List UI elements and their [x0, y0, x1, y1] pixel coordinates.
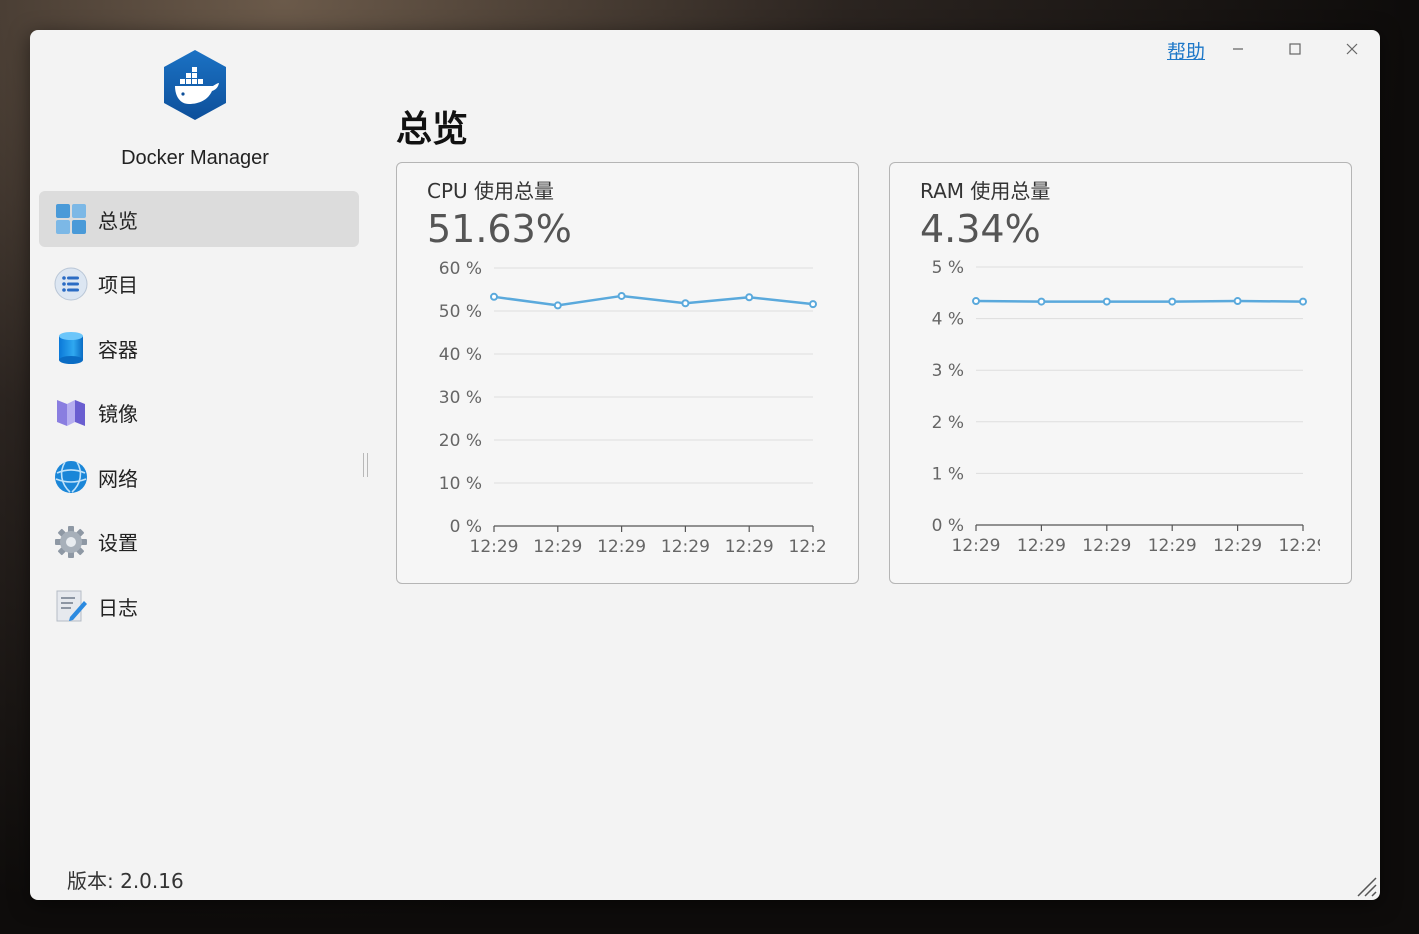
sidebar-item-images[interactable]: 镜像 — [39, 385, 359, 441]
x-tick-labels: 12:29 12:29 12:29 12:29 12:29 12:29 — [952, 536, 1328, 556]
sidebar-item-label: 设置 — [98, 531, 138, 555]
sidebar-item-label: 网络 — [98, 466, 138, 491]
app-window: 帮助 Docker Manager — [30, 30, 1380, 900]
y-tick-label: 30 % — [439, 388, 482, 408]
y-tick-label: 50 % — [439, 302, 482, 322]
y-tick-label: 3 % — [932, 361, 964, 381]
x-tick-label: 12:29 — [1017, 536, 1066, 556]
ram-usage-card: RAM 使用总量 4.34% 0 % 1 % 2 % 3 % 4 % 5 % 12:29 12… — [889, 162, 1352, 584]
data-point — [1299, 297, 1307, 306]
globe-icon — [54, 460, 88, 494]
x-tick-label: 12:29 — [952, 536, 1001, 556]
data-point — [809, 300, 817, 309]
close-button[interactable] — [1332, 34, 1372, 64]
x-tick-label: 12:29 — [1213, 536, 1262, 556]
version-label: 版本: 2.0.16 — [67, 869, 184, 893]
sidebar-item-label: 镜像 — [98, 402, 138, 426]
image-icon — [54, 396, 88, 430]
window-resize-grip-icon[interactable] — [1354, 874, 1378, 898]
y-tick-label: 10 % — [439, 474, 482, 494]
x-tick-label: 12:29 — [1279, 536, 1328, 556]
cpu-card-title: CPU 使用总量 — [427, 179, 555, 203]
data-point — [617, 291, 626, 300]
data-point — [1168, 297, 1177, 306]
maximize-button[interactable] — [1275, 34, 1315, 64]
sidebar-item-label: 容器 — [98, 337, 138, 362]
sidebar-item-label: 总览 — [98, 208, 138, 233]
sidebar-item-overview[interactable]: 总览 — [39, 191, 359, 247]
sidebar: Docker Manager 总览 — [30, 30, 370, 900]
data-point — [553, 301, 562, 310]
y-tick-label: 5 % — [932, 258, 964, 278]
list-icon — [54, 267, 88, 301]
sidebar-item-settings[interactable]: 设置 — [39, 514, 359, 570]
ram-usage-value: 4.34% — [920, 207, 1041, 251]
x-tick-label: 12:29 — [470, 537, 519, 557]
sidebar-item-containers[interactable]: 容器 — [39, 320, 359, 376]
data-point — [1102, 297, 1111, 306]
x-tick-label: 12:29 — [789, 537, 838, 557]
x-tick-label: 12:29 — [533, 537, 582, 557]
app-name: Docker Manager — [121, 147, 269, 169]
data-point — [1037, 297, 1046, 306]
data-point — [972, 297, 980, 306]
sidebar-item-network[interactable]: 网络 — [39, 449, 359, 505]
cpu-usage-card: CPU 使用总量 51.63% 0 % 10 % 20 % 30 % 40 % 50 % 6… — [396, 162, 859, 584]
y-tick-label: 0 % — [450, 517, 482, 537]
data-point — [490, 292, 498, 301]
minimize-icon — [1233, 48, 1243, 50]
y-tick-label: 1 % — [932, 464, 964, 484]
cpu-usage-chart: 0 %10 %20 %30 %40 %50 %60 %12:29 12:29 12:… — [439, 259, 838, 557]
help-link[interactable]: 帮助 — [1167, 41, 1206, 63]
ram-usage-chart: 0 %1 %2 %3 %4 %5 %12:29 12:29 12:29 12:29 12… — [932, 258, 1328, 556]
cpu-usage-value: 51.63% — [427, 207, 572, 251]
data-point — [1233, 297, 1242, 306]
x-tick-label: 12:29 — [1148, 536, 1197, 556]
y-tick-label: 40 % — [439, 345, 482, 365]
minimize-button[interactable] — [1218, 34, 1258, 64]
sidebar-resize-handle[interactable] — [363, 453, 368, 477]
x-tick-label: 12:29 — [1082, 536, 1131, 556]
x-tick-label: 12:29 — [661, 537, 710, 557]
x-tick-label: 12:29 — [597, 537, 646, 557]
ram-card-title: RAM 使用总量 — [920, 179, 1051, 203]
sidebar-item-label: 项目 — [98, 273, 138, 297]
container-icon — [54, 331, 88, 365]
series-line — [493, 294, 814, 307]
sidebar-item-projects[interactable]: 项目 — [39, 256, 359, 312]
sidebar-item-logs[interactable]: 日志 — [39, 578, 359, 634]
data-point — [745, 293, 754, 302]
dashboard-icon — [54, 202, 88, 236]
y-tick-label: 0 % — [932, 516, 964, 536]
y-tick-label: 2 % — [932, 413, 964, 433]
maximize-icon — [1289, 43, 1301, 55]
close-icon — [1346, 43, 1358, 55]
page-title: 总览 — [396, 109, 469, 150]
docker-logo-icon — [164, 50, 226, 120]
data-point — [681, 299, 690, 308]
sidebar-item-label: 日志 — [98, 595, 138, 620]
x-tick-labels: 12:29 12:29 12:29 12:29 12:29 12:29 — [470, 537, 838, 557]
gear-icon — [54, 525, 88, 559]
log-icon — [54, 589, 88, 623]
x-tick-label: 12:29 — [725, 537, 774, 557]
sidebar-nav: 总览 项目 — [39, 191, 359, 643]
y-tick-label: 20 % — [439, 431, 482, 451]
y-tick-label: 4 % — [932, 310, 964, 330]
series-line — [975, 299, 1304, 303]
y-tick-label: 60 % — [439, 259, 482, 279]
